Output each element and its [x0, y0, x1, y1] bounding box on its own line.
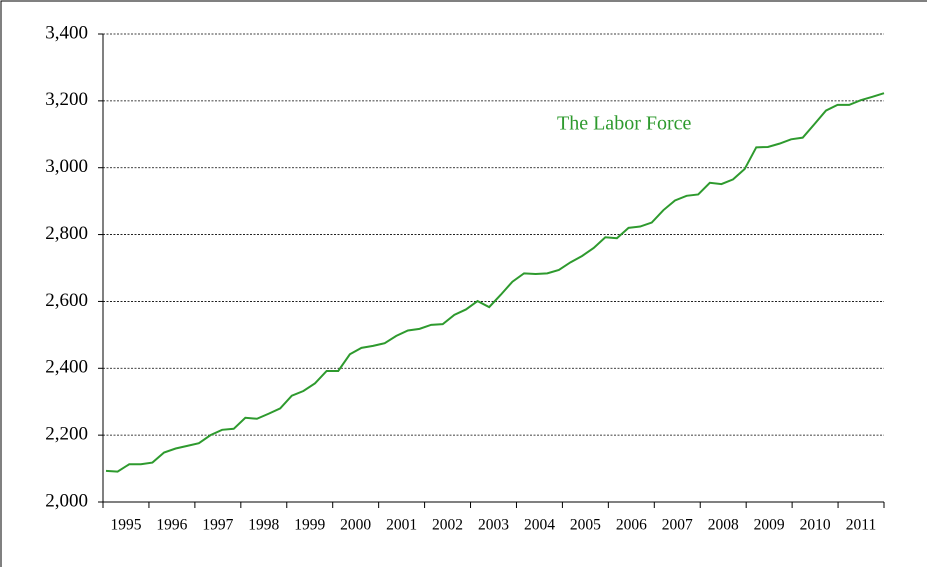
- x-tick-label: 2008: [708, 517, 739, 534]
- x-tick-label: 2002: [432, 517, 463, 534]
- x-tick-label: 2009: [754, 517, 785, 534]
- y-tick-label: 3,000: [45, 156, 88, 177]
- x-tick-label: 1998: [248, 517, 279, 534]
- y-tick-label: 2,400: [45, 357, 88, 378]
- x-tick-label: 2010: [800, 517, 831, 534]
- x-tick-label: 2007: [662, 517, 693, 534]
- x-tick-label: 1999: [294, 517, 325, 534]
- data-line: [105, 92, 885, 473]
- y-tick-label: 3,400: [45, 22, 88, 43]
- x-tick-label: 2011: [846, 517, 876, 534]
- y-tick-label: 3,200: [45, 89, 88, 110]
- annotation: The Labor Force: [557, 113, 692, 135]
- x-tick-label: 2005: [570, 517, 601, 534]
- x-tick-label: 2000: [340, 517, 371, 534]
- x-tick-label: 2006: [616, 517, 647, 534]
- x-tick-label: 2003: [478, 517, 509, 534]
- x-tick-label: 2004: [524, 517, 555, 534]
- x-tick-label: 1996: [156, 517, 187, 534]
- x-tick-label: 1995: [110, 517, 141, 534]
- x-tick-label: 1997: [202, 517, 233, 534]
- y-tick-label: 2,200: [45, 424, 88, 445]
- y-tick-label: 2,000: [45, 490, 88, 511]
- y-tick-label: 2,600: [45, 290, 88, 311]
- x-tick-label: 2001: [386, 517, 417, 534]
- y-tick-label: 2,800: [45, 223, 88, 244]
